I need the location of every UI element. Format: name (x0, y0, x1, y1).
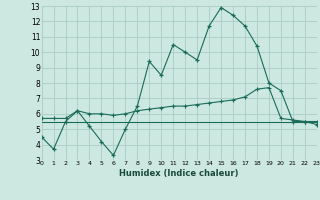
X-axis label: Humidex (Indice chaleur): Humidex (Indice chaleur) (119, 169, 239, 178)
